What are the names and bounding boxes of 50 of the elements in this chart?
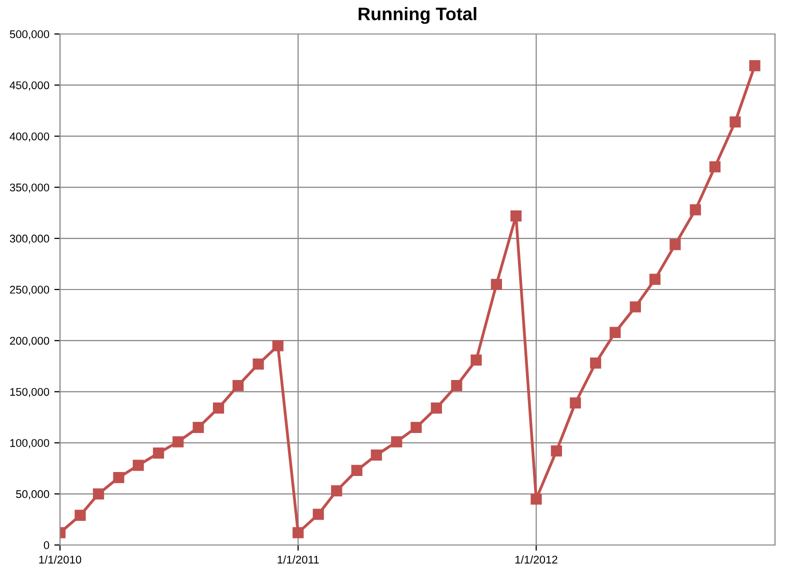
x-tick-label: 1/1/2012 xyxy=(515,555,558,564)
point xyxy=(550,445,562,457)
point xyxy=(510,210,522,222)
y-tick-label: 50,000 xyxy=(16,490,50,500)
point xyxy=(351,464,362,476)
point xyxy=(252,358,264,370)
y-tick-label: 0 xyxy=(44,541,50,550)
point xyxy=(272,340,284,352)
chart-title: Running Total xyxy=(358,7,476,24)
point xyxy=(391,436,402,448)
point xyxy=(132,460,144,471)
y-tick-label: 450,000 xyxy=(10,81,50,91)
point xyxy=(570,397,581,408)
point xyxy=(649,274,661,285)
point xyxy=(370,450,382,461)
y-tick-label: 100,000 xyxy=(10,439,50,448)
y-tick-label: 400,000 xyxy=(10,132,50,142)
point xyxy=(410,422,422,434)
point xyxy=(490,278,502,290)
point xyxy=(172,436,184,448)
y-tick-label: 200,000 xyxy=(10,336,50,346)
point xyxy=(152,447,164,459)
y-tick-label: 250,000 xyxy=(10,286,50,295)
point xyxy=(709,161,721,172)
point xyxy=(670,238,681,250)
point xyxy=(730,116,741,128)
point xyxy=(192,422,204,434)
y-tick-label: 300,000 xyxy=(10,234,50,244)
y-tick-label: 150,000 xyxy=(10,388,50,398)
point xyxy=(312,508,324,520)
point xyxy=(113,472,124,484)
point xyxy=(451,380,462,392)
point xyxy=(292,527,304,538)
point xyxy=(430,402,442,414)
point xyxy=(530,493,542,505)
point xyxy=(590,358,602,369)
point xyxy=(331,485,342,496)
point xyxy=(749,60,760,72)
point xyxy=(610,326,621,338)
point xyxy=(74,510,86,521)
y-tick-label: 350,000 xyxy=(10,184,50,193)
point xyxy=(232,380,244,392)
point xyxy=(92,488,104,500)
point xyxy=(690,204,701,216)
point xyxy=(630,301,641,312)
point xyxy=(212,402,224,414)
x-tick-label: 1/1/2011 xyxy=(278,555,319,564)
y-tick-label: 500,000 xyxy=(10,30,50,40)
x-tick-label: 1/1/2010 xyxy=(39,555,82,564)
point xyxy=(470,354,482,366)
